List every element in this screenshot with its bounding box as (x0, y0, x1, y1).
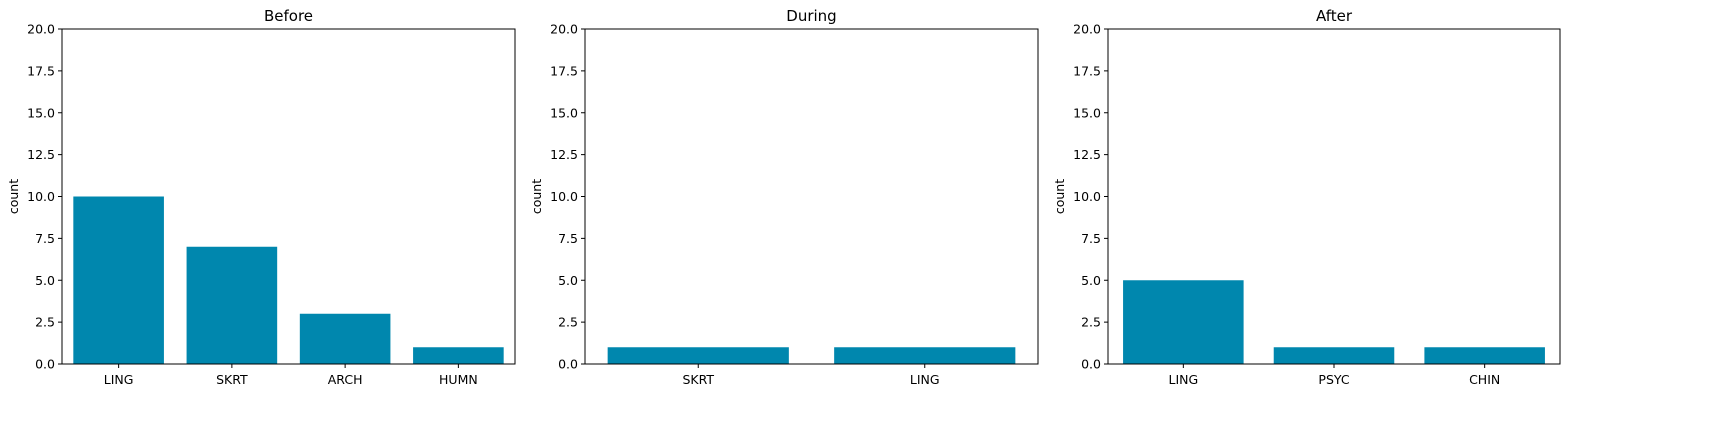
y-tick-label: 0.0 (1081, 357, 1101, 372)
x-tick-label: LING (910, 372, 940, 387)
y-tick-label: 7.5 (35, 231, 55, 246)
x-tick-label: PSYC (1318, 372, 1349, 387)
bar-ling (73, 196, 164, 364)
y-tick-label: 5.0 (558, 273, 578, 288)
y-tick-label: 12.5 (27, 147, 55, 162)
y-tick-label: 7.5 (558, 231, 578, 246)
bar-psyc (1273, 347, 1395, 364)
y-tick-label: 15.0 (1073, 105, 1101, 120)
y-tick-label: 20.0 (550, 22, 578, 37)
y-tick-label: 15.0 (550, 105, 578, 120)
y-tick-label: 2.5 (1081, 315, 1101, 330)
y-tick-label: 2.5 (35, 315, 55, 330)
y-tick-label: 10.0 (27, 189, 55, 204)
bar-skrt (607, 347, 789, 364)
y-tick-label: 2.5 (558, 315, 578, 330)
y-tick-label: 12.5 (1073, 147, 1101, 162)
chart-title: During (786, 7, 836, 25)
y-tick-label: 10.0 (550, 189, 578, 204)
chart-panel-2: 0.0 2.5 5.0 7.5 10.0 12.5 15.0 17.5 20.0 SKRT LING… (529, 7, 1039, 387)
y-axis-label: count (1052, 179, 1067, 214)
y-tick-label: 0.0 (35, 357, 55, 372)
bar-skrt (186, 246, 278, 364)
bar-humn (413, 347, 504, 364)
y-tick-label: 17.5 (1073, 63, 1101, 78)
chart-title: Before (264, 7, 313, 25)
y-tick-label: 20.0 (1073, 22, 1101, 37)
y-tick-label: 7.5 (1081, 231, 1101, 246)
y-tick-label: 15.0 (27, 105, 55, 120)
chart-title: After (1316, 7, 1353, 25)
bar-ling (834, 347, 1016, 364)
x-tick-label: LING (1168, 372, 1198, 387)
axes-frame (584, 28, 1039, 365)
y-tick-label: 10.0 (1073, 189, 1101, 204)
x-tick-label: ARCH (328, 372, 363, 387)
y-tick-label: 17.5 (27, 63, 55, 78)
y-tick-label: 17.5 (550, 63, 578, 78)
chart-panel-1: 0.0 2.5 5.0 7.5 10.0 12.5 15.0 17.5 20.0 LING SKRT… (6, 7, 516, 387)
x-tick-label: CHIN (1469, 372, 1500, 387)
y-tick-label: 0.0 (558, 357, 578, 372)
x-tick-label: LING (104, 372, 134, 387)
y-tick-label: 5.0 (1081, 273, 1101, 288)
chart-panel-3: 0.0 2.5 5.0 7.5 10.0 12.5 15.0 17.5 20.0 LING PSYC… (1052, 7, 1561, 387)
x-tick-label: HUMN (439, 372, 478, 387)
y-axis-label: count (6, 179, 21, 214)
y-tick-label: 5.0 (35, 273, 55, 288)
x-tick-label: SKRT (682, 372, 714, 387)
y-tick-label: 20.0 (27, 22, 55, 37)
bar-ling (1123, 280, 1244, 364)
bar-chin (1424, 347, 1545, 364)
y-axis-label: count (529, 179, 544, 214)
y-tick-label: 12.5 (550, 147, 578, 162)
bar-arch (299, 313, 391, 364)
x-tick-label: SKRT (216, 372, 248, 387)
